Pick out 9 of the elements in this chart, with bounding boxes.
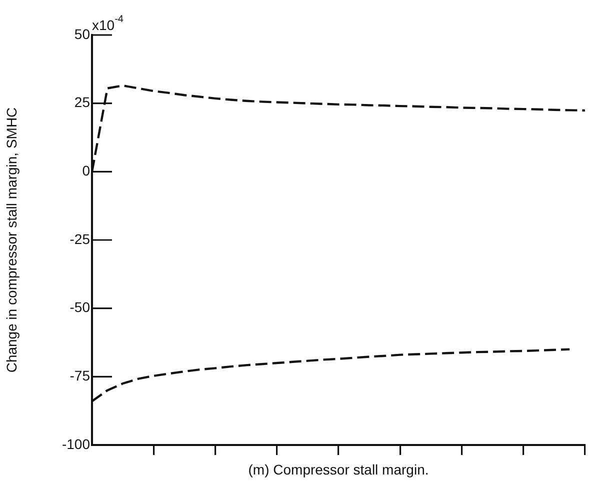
x-axis-title: (m) Compressor stall margin. [248,461,429,478]
y-axis-title: Change in compressor stall margin, SMHC [3,107,20,373]
y-tick-label: -75 [70,368,90,384]
y-tick-label: 50 [74,26,90,42]
y-tick-label: -100 [62,436,90,452]
y-tick-label: -25 [70,230,90,247]
y-tick-label: -50 [70,299,90,316]
y-tick-label: 25 [74,94,90,110]
y-tick-label: 0 [82,162,90,179]
